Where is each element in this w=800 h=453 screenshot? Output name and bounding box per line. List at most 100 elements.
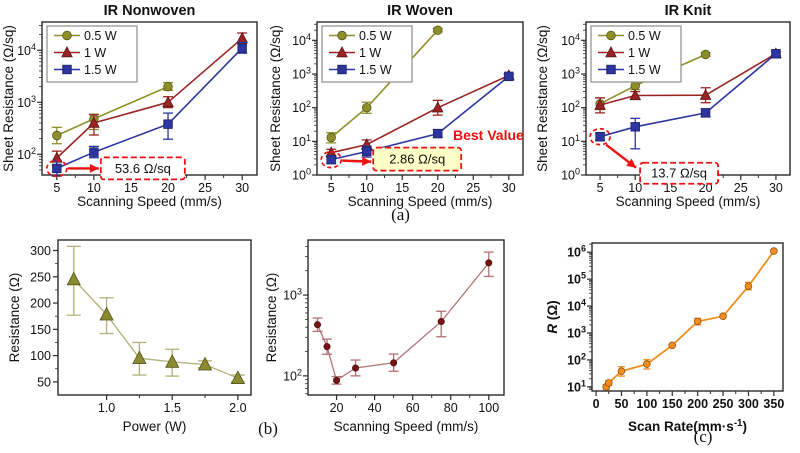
svg-text:5: 5 [597,181,604,195]
svg-text:104: 104 [17,42,36,58]
svg-text:25: 25 [466,181,480,195]
y-axis-label: Sheet Resistance (Ω/sq) [268,25,283,172]
axes: 20 40 60 80 100 102 103 [283,245,499,415]
svg-text:40: 40 [368,401,382,415]
callout-text: 53.6 Ω/sq [115,161,171,176]
svg-text:25: 25 [198,181,212,195]
series-1-w [325,69,515,158]
svg-text:102: 102 [283,367,302,383]
legend: 0.5 W 1 W 1.5 W [590,25,682,83]
legend-label: 1.5 W [628,63,661,77]
svg-text:106: 106 [567,244,586,260]
svg-text:105: 105 [567,271,586,287]
chart-title: IR Knit [665,3,712,19]
svg-text:1.0: 1.0 [98,401,115,415]
svg-text:50: 50 [615,397,629,411]
panel-label-c: (c) [693,427,713,446]
series-1.5-w [326,71,514,165]
svg-text:20: 20 [431,181,445,195]
x-axis-label: Scanning Speed (mm/s) [334,419,479,434]
svg-text:5: 5 [53,181,60,195]
svg-text:200: 200 [30,297,51,311]
legend-label: 1 W [84,46,106,60]
svg-text:350: 350 [763,397,784,411]
svg-text:100: 100 [478,401,499,415]
svg-text:104: 104 [567,298,586,314]
svg-text:101: 101 [561,133,580,149]
callout-annotation: 2.86 Ω/sq Best Value [320,127,524,172]
svg-text:103: 103 [567,324,586,340]
axes: 5 10 15 20 25 30 102 103 104 [17,25,249,195]
x-axis-label: Scanning Speed (mm/s) [348,194,493,209]
y-axis-label: R (Ω) [545,300,560,333]
legend-label: 1 W [359,46,381,60]
svg-text:10: 10 [628,181,642,195]
legend-label: 0.5 W [359,29,392,43]
svg-text:102: 102 [17,146,36,162]
svg-text:15: 15 [395,181,409,195]
svg-text:150: 150 [30,323,51,337]
svg-text:30: 30 [769,181,783,195]
chart-r-vs-scan-rate: 0 50 100 150 200 250 300 350 101 102 103 104 105 106 S… [545,242,784,434]
chart-title: IR Woven [387,3,453,19]
svg-text:100: 100 [561,167,580,183]
series-resistance [66,245,246,384]
legend-label: 1.5 W [359,63,392,77]
chart-resistance-vs-scanning-speed: 20 40 60 80 100 102 103 Scanning Speed (mm/s) Re… [264,239,505,434]
series-0.5-w [326,25,443,144]
svg-text:300: 300 [738,397,759,411]
y-axis-label: Sheet Resistance (Ω/sq) [535,25,550,172]
callout-text: 13.7 Ω/sq [651,166,707,181]
y-axis-label: Resistance (Ω) [7,273,22,363]
x-axis-label: Scanning Speed (mm/s) [77,194,222,209]
series-r [602,247,778,391]
series-1.5-w [51,41,248,177]
legend: 0.5 W 1 W 1.5 W [321,25,413,83]
chart-title: IR Nonwoven [104,3,196,19]
svg-text:100: 100 [292,167,311,183]
y-axis-label: Resistance (Ω) [264,273,279,363]
svg-text:20: 20 [161,181,175,195]
axes: 1.0 1.5 2.0 50 100 150 200 250 300 [30,244,246,415]
x-axis-label: Scan Rate(mm·s-1) [628,418,747,434]
legend-label: 0.5 W [84,29,117,43]
svg-text:0: 0 [593,397,600,411]
svg-text:30: 30 [235,181,249,195]
callout-annotation: 53.6 Ω/sq [45,156,186,181]
svg-text:102: 102 [567,351,586,367]
svg-text:15: 15 [124,181,138,195]
series-0.5-w [51,81,174,145]
svg-text:150: 150 [662,397,683,411]
series-1.5-w [595,49,781,150]
axes: 0 50 100 150 200 250 300 350 101 102 103 104 105 106 [567,243,784,411]
svg-text:50: 50 [37,375,51,389]
panel-label-b: (b) [258,419,278,438]
legend: 0.5 W 1 W 1.5 W [46,25,138,83]
svg-text:5: 5 [328,181,335,195]
svg-text:101: 101 [567,378,586,394]
callout-text: 2.86 Ω/sq [389,152,445,167]
x-axis-label: Power (W) [123,419,187,434]
chart-resistance-vs-power: 1.0 1.5 2.0 50 100 150 200 250 300 Power (W) Resis… [7,239,252,434]
callout-annotation: 13.7 Ω/sq [589,127,719,185]
svg-text:103: 103 [292,65,311,81]
svg-text:100: 100 [636,397,657,411]
svg-text:103: 103 [561,65,580,81]
svg-text:1.5: 1.5 [164,401,181,415]
svg-text:103: 103 [283,287,302,303]
svg-text:10: 10 [87,181,101,195]
panel-label-a: (a) [391,205,410,224]
svg-text:103: 103 [17,94,36,110]
svg-text:102: 102 [561,99,580,115]
svg-text:250: 250 [713,397,734,411]
svg-text:250: 250 [30,270,51,284]
svg-text:2.0: 2.0 [229,401,246,415]
chart-ir-woven: 5 10 15 20 25 30 100 101 102 103 104 0.5 W 1 W 1.5 W 2… [268,3,524,209]
x-axis-label: Scanning Speed (mm/s) [616,194,761,209]
svg-text:200: 200 [687,397,708,411]
legend-label: 1.5 W [84,63,117,77]
legend-label: 1 W [628,46,650,60]
y-axis-label: Sheet Resistance (Ω/sq) [1,25,16,172]
